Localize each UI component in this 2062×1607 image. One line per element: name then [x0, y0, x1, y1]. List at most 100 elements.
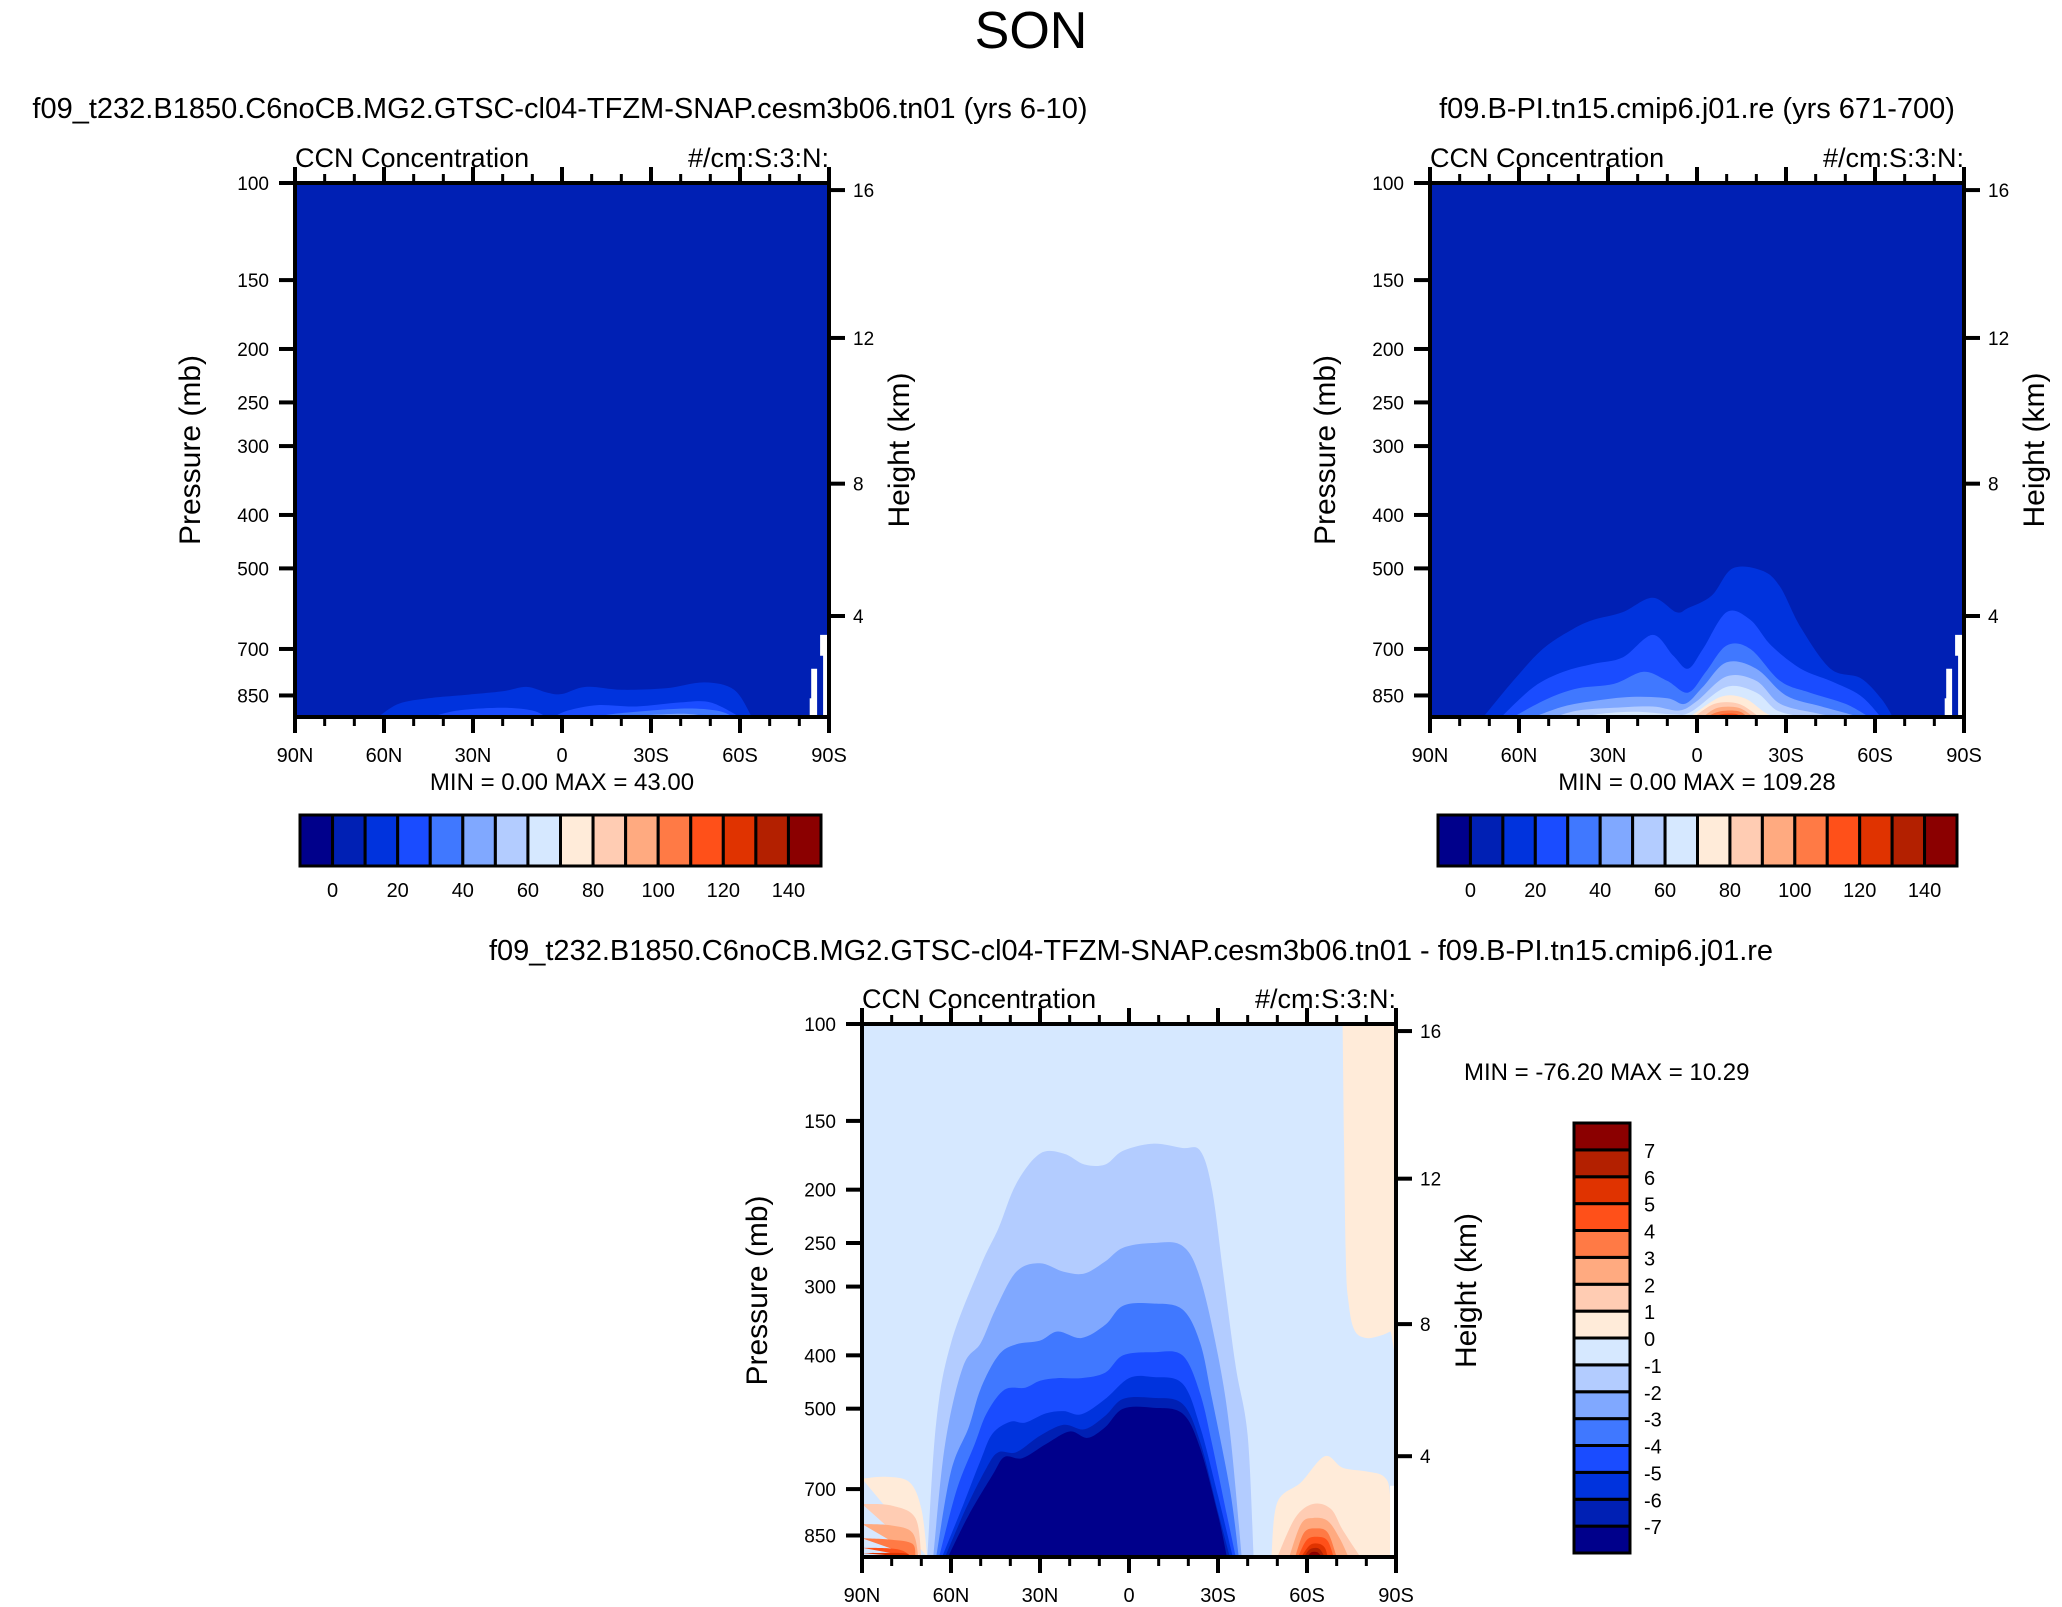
y-tick-label: 400	[1372, 506, 1404, 527]
y-right-tick-label: 4	[853, 607, 864, 628]
left-string: CCN Concentration	[862, 984, 1096, 1014]
colorbar-label: 80	[1719, 880, 1741, 902]
y-tick-label: 150	[1372, 271, 1404, 292]
y-right-tick-label: 16	[853, 181, 874, 202]
colorbar-box	[1858, 813, 1894, 868]
y-tick-label: 850	[804, 1527, 836, 1548]
x-tick-label: 30N	[1590, 745, 1627, 767]
y-tick-label: 700	[804, 1480, 836, 1501]
colorbar-box	[1572, 1417, 1632, 1447]
colorbar-label: -4	[1644, 1437, 1662, 1459]
y-right-tick-label: 8	[1988, 475, 1999, 496]
colorbar-label: 140	[1908, 880, 1941, 902]
colorbar-label: 1	[1644, 1302, 1655, 1324]
colorbar-box	[656, 813, 693, 868]
y-tick-label: 500	[1372, 559, 1404, 580]
colorbar-label: 140	[772, 880, 805, 902]
contour-band-level-8	[1342, 1024, 1396, 1351]
colorbar-box	[1436, 813, 1472, 868]
colorbar-box	[1572, 1470, 1632, 1501]
panel-title: f09.B-PI.tn15.cmip6.j01.re (yrs 671-700)	[1439, 93, 1955, 125]
y-tick-label: 150	[804, 1112, 836, 1133]
y-tick-label: 250	[237, 393, 269, 414]
colorbar-label: -5	[1644, 1463, 1662, 1485]
contour-band-level-0	[948, 1406, 1227, 1557]
panel-control: f09.B-PI.tn15.cmip6.j01.re (yrs 671-700)…	[1309, 93, 2051, 902]
colorbar-label: 0	[1465, 880, 1476, 902]
x-tick-label: 90N	[844, 1585, 881, 1607]
colorbar-label: 100	[642, 880, 675, 902]
x-tick-label: 60S	[1289, 1585, 1325, 1607]
x-tick-label: 60N	[1501, 745, 1538, 767]
y-right-tick-label: 12	[853, 329, 874, 350]
colorbar-box	[1572, 1202, 1632, 1232]
y-right-tick-label: 16	[1420, 1022, 1441, 1043]
y-tick-label: 100	[237, 174, 269, 195]
colorbar-box	[1572, 1255, 1632, 1286]
contour-field	[862, 1024, 1396, 1557]
y-tick-label: 300	[804, 1278, 836, 1299]
colorbar-box	[298, 813, 335, 868]
y-tick-label: 500	[237, 559, 269, 580]
y-axis-label-right: Height (km)	[883, 372, 916, 527]
x-tick-label: 30S	[1200, 1585, 1236, 1607]
colorbar-box	[721, 813, 758, 868]
colorbar-label: 3	[1644, 1248, 1655, 1270]
colorbar-box	[331, 813, 367, 868]
colorbar-box	[1572, 1309, 1632, 1340]
y-tick-label: 200	[237, 340, 269, 361]
y-axis-label-right: Height (km)	[1450, 1213, 1483, 1368]
right-string: #/cm:S:3:N:	[1823, 143, 1964, 173]
y-tick-label: 700	[237, 640, 269, 661]
min-max-stats: MIN = -76.20 MAX = 10.29	[1464, 1059, 1749, 1086]
colorbar-box	[786, 813, 823, 868]
x-tick-label: 90S	[1946, 745, 1982, 767]
colorbar-label: 7	[1644, 1141, 1655, 1163]
colorbar-label: 2	[1644, 1275, 1655, 1297]
colorbar-box	[1598, 813, 1635, 868]
left-string: CCN Concentration	[1430, 143, 1664, 173]
colorbar-label: 60	[517, 880, 539, 902]
colorbar-box	[754, 813, 790, 868]
y-tick-label: 300	[237, 437, 269, 458]
colorbar-box	[1533, 813, 1570, 868]
x-tick-label: 90N	[1412, 745, 1449, 767]
y-tick-label: 150	[237, 271, 269, 292]
colorbar-box	[493, 813, 530, 868]
colorbar-label: -2	[1644, 1383, 1662, 1405]
x-tick-label: 0	[556, 745, 567, 767]
x-tick-label: 60N	[933, 1585, 970, 1607]
colorbar-box	[461, 813, 497, 868]
y-tick-label: 700	[1372, 640, 1404, 661]
contour-band-background	[295, 183, 829, 717]
y-tick-label: 100	[1372, 174, 1404, 195]
y-tick-label: 850	[1372, 686, 1404, 707]
x-tick-label: 60N	[366, 745, 403, 767]
y-right-tick-label: 12	[1988, 329, 2009, 350]
y-tick-label: 100	[804, 1015, 836, 1036]
colorbar-box	[1696, 813, 1732, 868]
colorbar-box	[1663, 813, 1699, 868]
colorbar-box	[1572, 1229, 1632, 1259]
colorbar-box	[1468, 813, 1505, 868]
y-axis-label: Pressure (mb)	[741, 1195, 774, 1385]
missing-data-region	[809, 698, 813, 717]
panel-title: f09_t232.B1850.C6noCB.MG2.GTSC-cl04-TFZM…	[489, 935, 1773, 967]
colorbar-box	[1572, 1121, 1632, 1152]
left-string: CCN Concentration	[295, 143, 529, 173]
x-tick-label: 30N	[1022, 1585, 1059, 1607]
colorbar-box	[624, 813, 660, 868]
colorbar-label: -6	[1644, 1490, 1662, 1512]
y-tick-label: 200	[1372, 340, 1404, 361]
y-axis-label: Pressure (mb)	[1309, 355, 1342, 545]
colorbar-box	[526, 813, 562, 868]
contour-band-level-4	[591, 708, 735, 717]
missing-data-region	[1944, 698, 1948, 717]
y-right-tick-label: 16	[1988, 181, 2009, 202]
contour-field	[1430, 183, 1964, 717]
colorbar-label: 80	[582, 880, 604, 902]
y-tick-label: 850	[237, 686, 269, 707]
y-axis-label: Pressure (mb)	[174, 355, 207, 545]
y-tick-label: 300	[1372, 437, 1404, 458]
colorbar-label: 120	[1843, 880, 1876, 902]
